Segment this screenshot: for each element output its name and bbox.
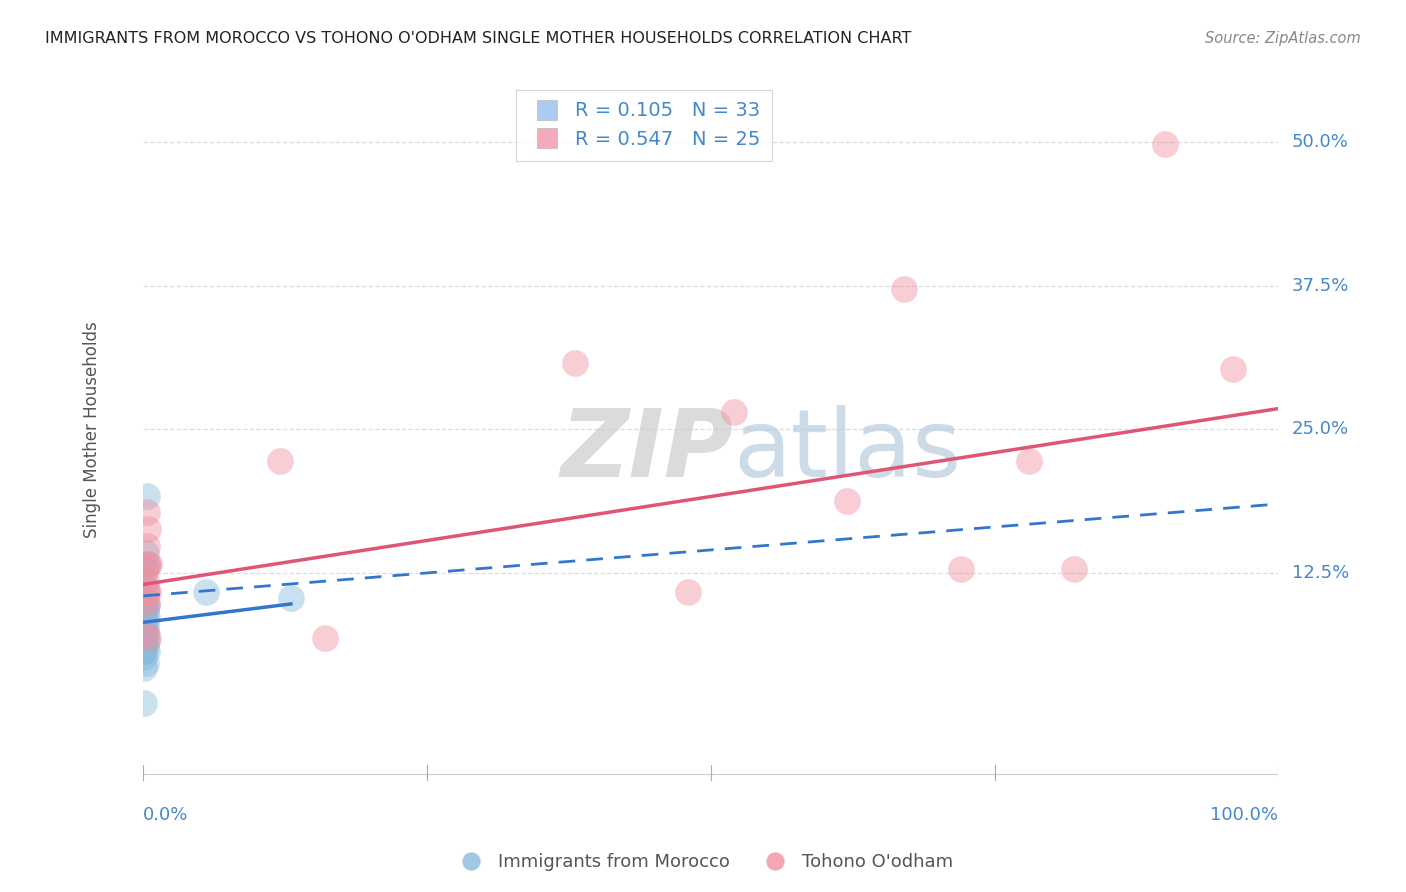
Point [135, 591, 157, 606]
Point [135, 505, 157, 519]
Point [135, 597, 157, 611]
Point [1063, 562, 1085, 576]
Point [135, 638, 157, 652]
Point [676, 585, 699, 599]
Point [134, 638, 156, 652]
Point [280, 591, 302, 606]
Point [135, 598, 157, 612]
Point [314, 632, 336, 646]
Point [134, 558, 156, 572]
Text: 37.5%: 37.5% [1292, 277, 1350, 294]
Point [134, 696, 156, 710]
Point [893, 282, 915, 296]
Point [135, 598, 157, 612]
Point [135, 627, 157, 641]
Point [949, 562, 972, 576]
Point [135, 644, 157, 658]
Point [134, 598, 156, 612]
Point [135, 489, 157, 503]
Point [135, 656, 157, 670]
Point [135, 562, 157, 576]
Point [134, 661, 156, 675]
Text: 25.0%: 25.0% [1292, 420, 1350, 438]
Text: atlas: atlas [734, 405, 962, 497]
Point [134, 604, 156, 618]
Point [135, 581, 157, 595]
Text: Single Mother Households: Single Mother Households [83, 321, 101, 538]
Point [135, 546, 157, 560]
Point [835, 493, 858, 508]
Point [134, 644, 156, 658]
Text: 100.0%: 100.0% [1211, 806, 1278, 824]
Point [136, 585, 159, 599]
Point [723, 405, 745, 419]
Point [564, 356, 586, 370]
Point [136, 632, 159, 646]
Point [135, 558, 157, 572]
Point [269, 454, 291, 468]
Point [135, 625, 157, 640]
Point [135, 585, 157, 599]
Point [135, 604, 157, 618]
Point [1222, 362, 1244, 376]
Point [134, 609, 156, 624]
Point [135, 574, 157, 588]
Point [136, 557, 159, 571]
Text: IMMIGRANTS FROM MOROCCO VS TOHONO O'ODHAM SINGLE MOTHER HOUSEHOLDS CORRELATION C: IMMIGRANTS FROM MOROCCO VS TOHONO O'ODHA… [45, 31, 911, 46]
Point [134, 592, 156, 607]
Point [1018, 454, 1040, 468]
Point [135, 621, 157, 635]
Point [134, 649, 156, 664]
Text: 0.0%: 0.0% [143, 806, 188, 824]
Text: 12.5%: 12.5% [1292, 564, 1350, 582]
Point [135, 632, 157, 647]
Point [134, 627, 156, 641]
Point [134, 644, 156, 658]
Point [138, 557, 160, 571]
Text: ZIP: ZIP [561, 405, 734, 497]
Point [134, 569, 156, 583]
Point [135, 609, 157, 624]
Point [134, 621, 156, 635]
Point [136, 522, 159, 536]
Point [1153, 137, 1175, 152]
Point [135, 540, 157, 554]
Legend: Immigrants from Morocco, Tohono O'odham: Immigrants from Morocco, Tohono O'odham [446, 847, 960, 879]
Text: 50.0%: 50.0% [1292, 133, 1348, 151]
Point [134, 632, 156, 647]
Point [194, 585, 217, 599]
Legend: R = 0.105   N = 33, R = 0.547   N = 25: R = 0.105 N = 33, R = 0.547 N = 25 [516, 90, 772, 161]
Text: Source: ZipAtlas.com: Source: ZipAtlas.com [1205, 31, 1361, 46]
Point [134, 632, 156, 646]
Point [135, 615, 157, 630]
